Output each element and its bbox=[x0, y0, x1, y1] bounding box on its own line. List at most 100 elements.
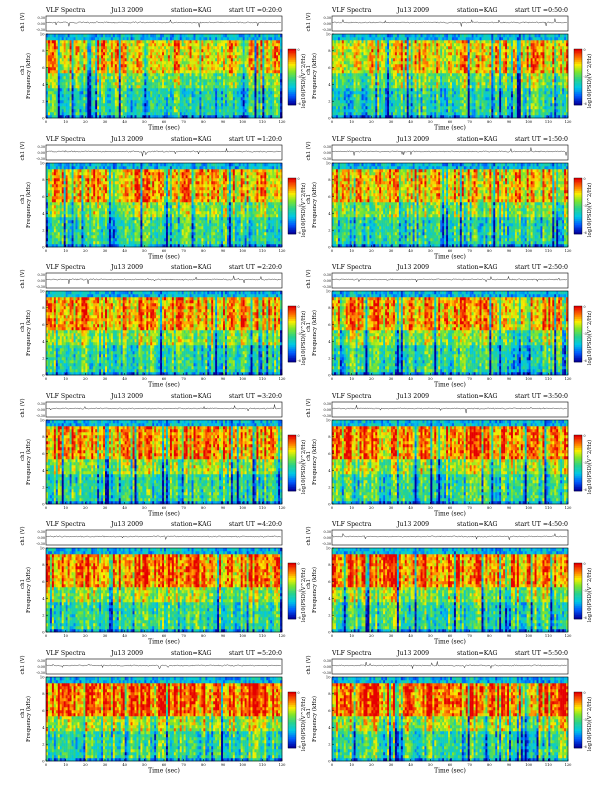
spectrogram-cell bbox=[564, 103, 567, 107]
spectrogram-cell bbox=[116, 82, 120, 86]
spectrogram-cell bbox=[461, 112, 465, 116]
spectrogram-cell bbox=[49, 94, 53, 98]
spectrogram-cell bbox=[130, 58, 133, 62]
spectrogram-cell bbox=[191, 88, 194, 92]
spectrogram-cell bbox=[112, 52, 116, 56]
spectrogram-cell bbox=[495, 112, 498, 116]
spectrogram-cell bbox=[187, 112, 190, 116]
spectrogram-cell bbox=[260, 85, 263, 89]
spectrogram-cell bbox=[385, 109, 388, 113]
spectrogram-cell bbox=[165, 91, 169, 95]
spectrogram-cell bbox=[177, 109, 180, 113]
x-tick-label: 70 bbox=[181, 120, 186, 124]
spectrogram-cell bbox=[142, 34, 145, 38]
spectrogram-cell bbox=[258, 73, 261, 77]
spectrogram-cell bbox=[49, 37, 53, 41]
spectrogram-cell bbox=[560, 106, 563, 110]
spectrogram-cell bbox=[367, 94, 370, 98]
spectrogram-cell bbox=[118, 34, 121, 38]
spectrogram-cell bbox=[69, 37, 72, 41]
spectrogram-cell bbox=[530, 94, 533, 98]
spectrogram-cell bbox=[203, 97, 206, 101]
spectrogram-cell bbox=[264, 55, 267, 59]
spectrogram-cell bbox=[81, 34, 84, 38]
spectrogram-cell bbox=[495, 94, 498, 98]
spectrogram-cell bbox=[416, 103, 419, 107]
spectrogram-cell bbox=[250, 103, 253, 107]
spectrogram-cell bbox=[201, 40, 204, 44]
spectrogram-cell bbox=[518, 100, 522, 104]
spectrogram-cell bbox=[53, 46, 57, 50]
spectrogram-cell bbox=[177, 52, 180, 56]
spectrogram-cell bbox=[221, 82, 224, 86]
spectrogram-cell bbox=[268, 40, 271, 44]
spectrogram-cell bbox=[112, 37, 116, 41]
spectrogram-cell bbox=[260, 37, 263, 41]
spectrogram-cell bbox=[189, 61, 192, 65]
spectrogram-cell bbox=[106, 55, 110, 59]
spectrogram-cell bbox=[371, 94, 374, 98]
spectrogram-cell bbox=[199, 88, 202, 92]
spectrogram-cell bbox=[240, 67, 243, 71]
spectrogram-cell bbox=[274, 91, 277, 95]
spectrogram-cell bbox=[422, 106, 425, 110]
spectrogram-cell bbox=[538, 109, 541, 113]
spectrogram-cell bbox=[461, 82, 465, 86]
spectrogram-cell bbox=[99, 58, 102, 62]
spectrogram-cell bbox=[262, 82, 265, 86]
spectrogram-cell bbox=[46, 70, 49, 74]
spectrogram-cell bbox=[234, 61, 238, 65]
spectrogram-cell bbox=[112, 94, 116, 98]
spectrogram-cell bbox=[75, 34, 78, 38]
spectrogram-cell bbox=[389, 103, 392, 107]
spectrogram-cell bbox=[387, 115, 390, 119]
spectrogram-cell bbox=[156, 58, 159, 62]
spectrogram-cell bbox=[126, 91, 129, 95]
spectrogram-cell bbox=[359, 82, 362, 86]
spectrogram-cell bbox=[234, 34, 238, 38]
spectrogram-cell bbox=[387, 82, 390, 86]
spectrogram-cell bbox=[162, 46, 165, 50]
spectrogram-cell bbox=[57, 82, 61, 86]
spectrogram-cell bbox=[238, 49, 241, 53]
spectrogram-cell bbox=[410, 91, 413, 95]
spectrogram-cell bbox=[228, 64, 232, 68]
spectrogram-cell bbox=[240, 100, 243, 104]
spectrogram-cell bbox=[112, 43, 116, 47]
spectrogram-cell bbox=[260, 88, 263, 92]
spectrogram-cell bbox=[120, 103, 123, 107]
spectrogram-cell bbox=[173, 46, 177, 50]
spectrogram-cell bbox=[181, 34, 184, 38]
spectrogram-cell bbox=[495, 103, 498, 107]
spectrogram-cell bbox=[252, 37, 255, 41]
spectrogram-cell bbox=[236, 34, 239, 38]
spectrogram-cell bbox=[152, 82, 155, 86]
spectrogram-cell bbox=[248, 55, 251, 59]
spectrogram-cell bbox=[46, 43, 49, 47]
spectrogram-cell bbox=[379, 91, 382, 95]
spectrogram-cell bbox=[108, 76, 112, 80]
spectrogram-cell bbox=[242, 100, 245, 104]
spectrogram-cell bbox=[219, 40, 222, 44]
spectrogram-cell bbox=[199, 97, 202, 101]
spectrogram-cell bbox=[522, 91, 525, 95]
spectrogram-cell bbox=[250, 76, 253, 80]
spectrogram-cell bbox=[167, 76, 171, 80]
spectrogram-cell bbox=[226, 94, 230, 98]
spectrogram-cell bbox=[173, 73, 177, 77]
spectrogram-cell bbox=[132, 43, 135, 47]
spectrogram-cell bbox=[61, 37, 64, 41]
spectrogram-cell bbox=[55, 70, 59, 74]
spectrogram-cell bbox=[410, 85, 413, 89]
spectrogram-cell bbox=[183, 34, 186, 38]
spectrogram-cell bbox=[276, 73, 279, 77]
spectrogram-cell bbox=[83, 61, 86, 65]
spectrogram-cell bbox=[209, 85, 212, 89]
spectrogram-cell bbox=[158, 85, 161, 89]
spectrogram-cell bbox=[101, 106, 104, 110]
spectrogram-cell bbox=[236, 76, 239, 80]
spectrogram-cell bbox=[203, 91, 206, 95]
spectrogram-cell bbox=[274, 43, 277, 47]
spectrogram-cell bbox=[278, 94, 281, 98]
spectrogram-cell bbox=[264, 115, 267, 119]
